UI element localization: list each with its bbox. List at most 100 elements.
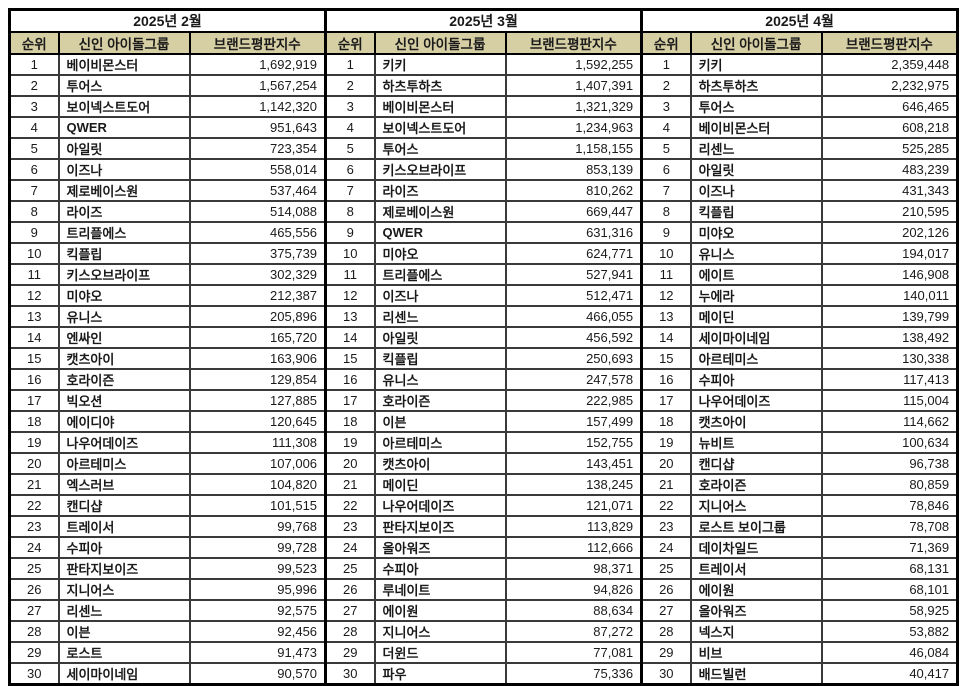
rank-cell: 28 — [8, 620, 60, 643]
rank-cell: 28 — [324, 620, 376, 643]
rank-cell: 11 — [8, 263, 60, 286]
group-cell: 지니어스 — [373, 620, 507, 643]
table-row: 3 보이넥스트도어 1,142,320 3 베이비몬스터 1,321,329 3 투어스 646… — [8, 95, 959, 118]
rank-cell: 21 — [8, 473, 60, 496]
rank-cell: 19 — [640, 431, 692, 454]
index-cell: 111,308 — [188, 431, 327, 454]
table-row: 19 나우어데이즈 111,308 19 아르테미스 152,755 19 뉴비트 100,63… — [8, 431, 959, 454]
group-cell: 미야오 — [373, 242, 507, 265]
rank-cell: 25 — [324, 557, 376, 580]
rank-cell: 23 — [324, 515, 376, 538]
rank-cell: 10 — [324, 242, 376, 265]
group-cell: 투어스 — [57, 74, 191, 97]
table-row: 9 트리플에스 465,556 9 QWER 631,316 9 미야오 202,126 — [8, 221, 959, 244]
rank-cell: 3 — [8, 95, 60, 118]
index-cell: 68,131 — [820, 557, 959, 580]
group-cell: 나우어데이즈 — [689, 389, 823, 412]
index-cell: 92,456 — [188, 620, 327, 643]
brand-ranking-table: 2025년 2월 2025년 3월 2025년 4월 순위 신인 아이돌그룹 브… — [8, 8, 960, 686]
rank-cell: 2 — [640, 74, 692, 97]
rank-cell: 29 — [324, 641, 376, 664]
group-cell: 판타지보이즈 — [373, 515, 507, 538]
table-row: 23 트레이서 99,768 23 판타지보이즈 113,829 23 로스트 보이그룹 78,… — [8, 515, 959, 538]
index-cell: 107,006 — [188, 452, 327, 475]
group-cell: 투어스 — [373, 137, 507, 160]
group-cell: 빅오션 — [57, 389, 191, 412]
rank-cell: 1 — [8, 53, 60, 76]
table-row: 16 호라이즌 129,854 16 유니스 247,578 16 수피아 117,413 — [8, 368, 959, 391]
rank-cell: 4 — [640, 116, 692, 139]
group-cell: 수피아 — [57, 536, 191, 559]
group-cell: 트레이서 — [689, 557, 823, 580]
rank-cell: 30 — [8, 662, 60, 686]
group-cell: 지니어스 — [57, 578, 191, 601]
group-cell: 아일릿 — [373, 326, 507, 349]
rank-cell: 20 — [324, 452, 376, 475]
col-header-group: 신인 아이돌그룹 — [689, 31, 823, 55]
index-cell: 143,451 — [504, 452, 643, 475]
group-cell: 킥플립 — [373, 347, 507, 370]
rank-cell: 27 — [324, 599, 376, 622]
rank-cell: 27 — [8, 599, 60, 622]
group-cell: 하츠투하츠 — [373, 74, 507, 97]
rank-cell: 11 — [324, 263, 376, 286]
group-cell: 파우 — [373, 662, 507, 686]
index-cell: 121,071 — [504, 494, 643, 517]
group-cell: 베이비몬스터 — [689, 116, 823, 139]
rank-cell: 2 — [324, 74, 376, 97]
rank-cell: 4 — [8, 116, 60, 139]
rank-cell: 10 — [8, 242, 60, 265]
index-cell: 302,329 — [188, 263, 327, 286]
group-cell: 호라이즌 — [689, 473, 823, 496]
index-cell: 95,996 — [188, 578, 327, 601]
rank-cell: 14 — [640, 326, 692, 349]
index-cell: 514,088 — [188, 200, 327, 223]
table-row: 30 세이마이네임 90,570 30 파우 75,336 30 배드빌런 40,417 — [8, 662, 959, 686]
index-cell: 115,004 — [820, 389, 959, 412]
group-cell: 미야오 — [689, 221, 823, 244]
index-cell: 2,359,448 — [820, 53, 959, 76]
group-cell: 제로베이스원 — [373, 200, 507, 223]
rank-cell: 7 — [324, 179, 376, 202]
group-cell: 세이마이네임 — [57, 662, 191, 686]
rank-cell: 4 — [324, 116, 376, 139]
group-cell: 키키 — [689, 53, 823, 76]
rank-cell: 29 — [8, 641, 60, 664]
rank-cell: 22 — [640, 494, 692, 517]
group-cell: 트리플에스 — [57, 221, 191, 244]
rank-cell: 7 — [640, 179, 692, 202]
group-cell: 수피아 — [689, 368, 823, 391]
rank-cell: 17 — [324, 389, 376, 412]
group-cell: 누에라 — [689, 284, 823, 307]
index-cell: 2,232,975 — [820, 74, 959, 97]
rank-cell: 1 — [324, 53, 376, 76]
rank-cell: 3 — [324, 95, 376, 118]
group-cell: 로스트 보이그룹 — [689, 515, 823, 538]
index-cell: 90,570 — [188, 662, 327, 686]
index-cell: 112,666 — [504, 536, 643, 559]
group-cell: 라이즈 — [373, 179, 507, 202]
col-header-index: 브랜드평판지수 — [820, 31, 959, 55]
rank-cell: 11 — [640, 263, 692, 286]
index-cell: 138,245 — [504, 473, 643, 496]
rank-cell: 26 — [640, 578, 692, 601]
index-cell: 53,882 — [820, 620, 959, 643]
group-cell: 키키 — [373, 53, 507, 76]
index-cell: 205,896 — [188, 305, 327, 328]
rank-cell: 23 — [640, 515, 692, 538]
index-cell: 212,387 — [188, 284, 327, 307]
group-cell: 캣츠아이 — [689, 410, 823, 433]
rank-cell: 18 — [640, 410, 692, 433]
group-cell: 세이마이네임 — [689, 326, 823, 349]
table-row: 10 킥플립 375,739 10 미야오 624,771 10 유니스 194,017 — [8, 242, 959, 265]
group-cell: 이븐 — [373, 410, 507, 433]
table-row: 2 투어스 1,567,254 2 하츠투하츠 1,407,391 2 하츠투하츠 2,232,… — [8, 74, 959, 97]
rank-cell: 15 — [324, 347, 376, 370]
index-cell: 247,578 — [504, 368, 643, 391]
index-cell: 101,515 — [188, 494, 327, 517]
col-header-index: 브랜드평판지수 — [188, 31, 327, 55]
group-cell: 로스트 — [57, 641, 191, 664]
rank-cell: 8 — [8, 200, 60, 223]
index-cell: 250,693 — [504, 347, 643, 370]
ranking-rows: 1 베이비몬스터 1,692,919 1 키키 1,592,255 1 키키 2,359,448… — [8, 53, 959, 686]
